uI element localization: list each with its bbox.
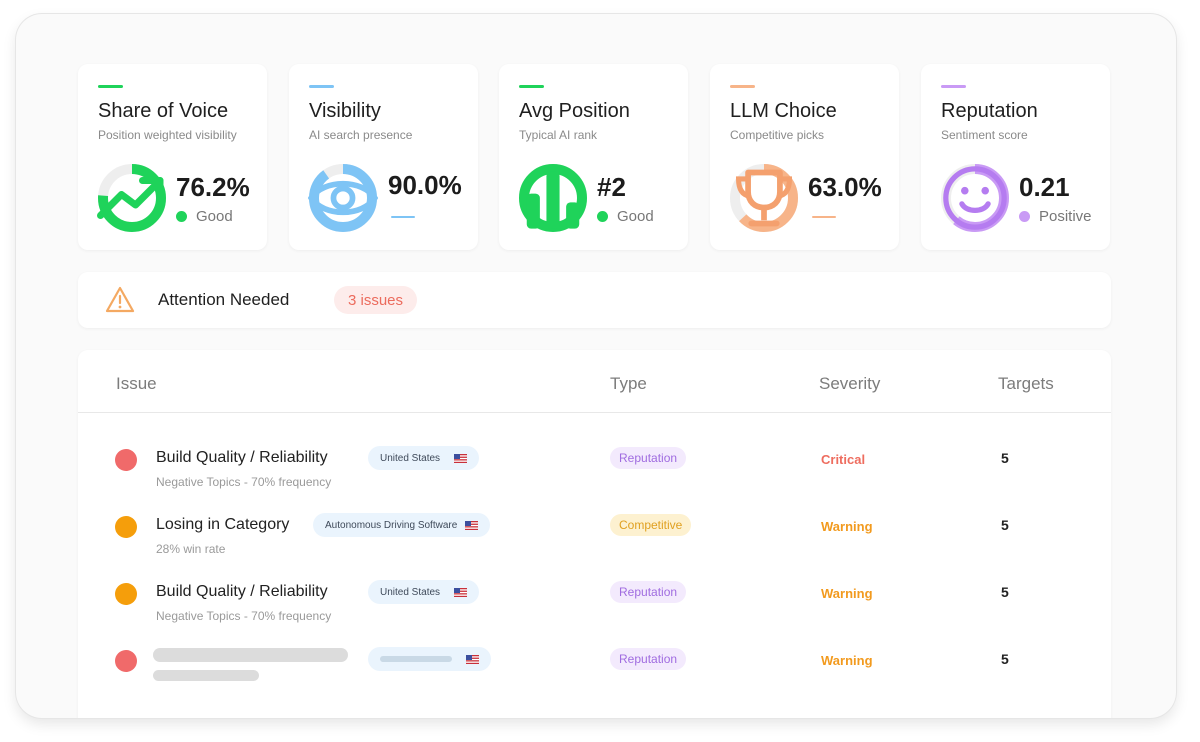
column-header-severity[interactable]: Severity xyxy=(819,374,881,393)
severity-label: Critical xyxy=(821,452,866,467)
card-accent xyxy=(98,85,123,88)
metric-value: 63.0% xyxy=(808,172,882,202)
card-share-of-voice[interactable]: Share of Voice Position weighted visibil… xyxy=(78,64,267,250)
status-dash xyxy=(812,216,836,218)
targets-count: 5 xyxy=(1001,584,1009,600)
table-header: Issue Type Severity Targets xyxy=(78,350,1111,413)
severity-dot xyxy=(115,449,137,471)
card-llm-choice[interactable]: LLM Choice Competitive picks xyxy=(710,64,899,250)
issue-title: Build Quality / Reliability xyxy=(156,449,328,466)
card-accent xyxy=(519,85,544,88)
severity-label: Warning xyxy=(821,653,873,668)
issue-count-badge[interactable]: 3 issues xyxy=(334,286,418,314)
card-visibility[interactable]: Visibility AI search presence 90.0% xyxy=(289,64,478,250)
type-badge: Reputation xyxy=(610,648,687,670)
status-dot xyxy=(1019,211,1030,222)
column-header-targets[interactable]: Targets xyxy=(998,374,1054,393)
type-badge: Competitive xyxy=(610,514,692,536)
targets-count: 5 xyxy=(1001,651,1009,667)
donut-chart xyxy=(940,163,1010,233)
table-row-skeleton[interactable]: Reputation Warning 5 xyxy=(78,644,1111,711)
status-indicator: Good xyxy=(597,208,654,225)
status-dot xyxy=(597,211,608,222)
card-title: Reputation xyxy=(941,100,1038,122)
type-badge: Reputation xyxy=(610,581,687,603)
card-accent xyxy=(941,85,966,88)
attention-label: Attention Needed xyxy=(158,290,290,309)
donut-chart xyxy=(518,163,588,233)
card-accent xyxy=(309,85,334,88)
dashboard-frame: Share of Voice Position weighted visibil… xyxy=(16,14,1176,718)
location-badge[interactable]: United States xyxy=(368,446,480,470)
status-label: Good xyxy=(196,208,233,225)
issue-subtitle: 28% win rate xyxy=(156,542,226,556)
metric-value: 76.2% xyxy=(176,172,250,202)
location-label: Autonomous Driving Software xyxy=(325,519,458,531)
warning-triangle-icon xyxy=(105,286,135,313)
attention-bar[interactable]: Attention Needed 3 issues xyxy=(78,272,1111,328)
metric-value: 0.21 xyxy=(1019,172,1070,202)
card-subtitle: Competitive picks xyxy=(730,128,825,142)
donut-chart xyxy=(729,163,799,233)
card-title: Avg Position xyxy=(519,100,630,122)
severity-dot xyxy=(115,516,137,538)
status-label: Positive xyxy=(1039,208,1092,225)
status-label: Good xyxy=(617,208,654,225)
us-flag-icon xyxy=(454,453,468,463)
table-row[interactable]: Build Quality / Reliability Negative Top… xyxy=(78,443,1111,510)
card-accent xyxy=(730,85,755,88)
metric-value: 90.0% xyxy=(388,170,462,200)
table-row[interactable]: Losing in Category 28% win rate Autonomo… xyxy=(78,510,1111,577)
card-subtitle: Position weighted visibility xyxy=(98,128,237,142)
metric-value: #2 xyxy=(597,172,626,202)
us-flag-icon xyxy=(454,587,468,597)
donut-chart xyxy=(97,163,167,233)
targets-count: 5 xyxy=(1001,450,1009,466)
trend-up-icon xyxy=(97,177,164,219)
issue-subtitle: Negative Topics - 70% frequency xyxy=(156,609,332,623)
targets-count: 5 xyxy=(1001,517,1009,533)
issue-title: Build Quality / Reliability xyxy=(156,583,328,600)
type-badge: Reputation xyxy=(610,447,687,469)
card-title: Share of Voice xyxy=(98,100,229,122)
card-reputation[interactable]: Reputation Sentiment score 0.21 xyxy=(921,64,1110,250)
us-flag-icon xyxy=(465,520,479,530)
eye-icon xyxy=(308,180,378,216)
location-badge[interactable]: Autonomous Driving Software xyxy=(313,513,491,537)
column-header-type[interactable]: Type xyxy=(610,374,647,393)
status-dot xyxy=(176,211,187,222)
card-title: LLM Choice xyxy=(730,100,837,122)
issues-table: Issue Type Severity Targets Build Qualit… xyxy=(78,350,1111,718)
card-subtitle: Typical AI rank xyxy=(519,128,598,142)
status-indicator: Positive xyxy=(1019,208,1092,225)
location-badge[interactable]: United States xyxy=(368,580,480,604)
location-badge[interactable] xyxy=(368,647,491,671)
location-label: United States xyxy=(380,452,441,464)
skeleton-location xyxy=(380,656,452,662)
severity-label: Warning xyxy=(821,586,873,601)
card-avg-position[interactable]: Avg Position Typical AI rank #2 xyxy=(499,64,688,250)
skeleton-title xyxy=(153,648,348,662)
column-header-issue[interactable]: Issue xyxy=(116,374,157,393)
issue-subtitle: Negative Topics - 70% frequency xyxy=(156,475,332,489)
smiley-icon xyxy=(943,166,1007,230)
table-row[interactable]: Build Quality / Reliability Negative Top… xyxy=(78,577,1111,644)
bar-chart-icon xyxy=(526,171,580,229)
card-subtitle: AI search presence xyxy=(309,128,413,142)
trophy-icon xyxy=(735,169,793,227)
us-flag-icon xyxy=(466,654,479,664)
location-label: United States xyxy=(380,586,441,598)
donut-chart xyxy=(308,163,378,233)
metric-cards: Share of Voice Position weighted visibil… xyxy=(78,64,1111,250)
severity-dot xyxy=(115,650,137,672)
card-subtitle: Sentiment score xyxy=(941,128,1028,142)
severity-dot xyxy=(115,583,137,605)
status-dash xyxy=(391,216,415,218)
skeleton-subtitle xyxy=(153,670,259,681)
card-title: Visibility xyxy=(309,100,381,122)
issue-title: Losing in Category xyxy=(156,516,290,533)
status-indicator: Good xyxy=(176,208,233,225)
severity-label: Warning xyxy=(821,519,873,534)
